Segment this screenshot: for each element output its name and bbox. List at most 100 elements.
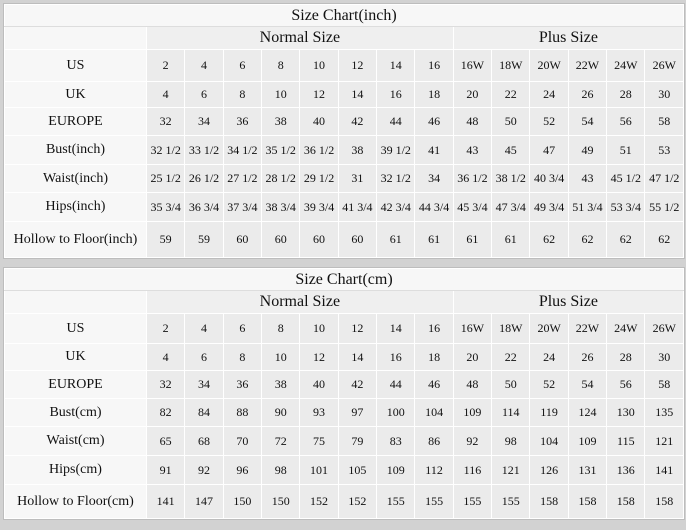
size-cell: 48 — [452, 107, 493, 136]
size-cell: 10 — [299, 313, 339, 344]
size-cell: 8 — [222, 343, 263, 371]
size-cell: 38 3/4 — [261, 192, 301, 222]
size-cell: 41 — [414, 135, 454, 165]
size-cell: 32 — [145, 107, 186, 136]
size-cell: 91 — [145, 455, 186, 485]
row-label: US — [4, 49, 147, 82]
size-cell: 28 — [606, 343, 646, 371]
size-cell: 47 — [529, 135, 569, 165]
size-cell: 61 — [376, 221, 416, 258]
size-cell: 10 — [261, 343, 301, 371]
row-label: US — [4, 313, 147, 344]
size-cell: 14 — [337, 343, 378, 371]
row-label: Waist(inch) — [4, 164, 147, 193]
size-cell: 42 — [337, 370, 378, 399]
size-cell: 59 — [184, 221, 224, 258]
size-cell: 29 1/2 — [299, 164, 339, 193]
size-chart-cm: Size Chart(cm) Normal Size Plus Size US 2 4 6 8… — [3, 267, 685, 520]
size-cell: 34 1/2 — [222, 135, 263, 165]
size-cell: 2 — [145, 49, 186, 82]
chart-title: Size Chart(cm) — [4, 268, 684, 291]
size-cell: 20W — [529, 313, 569, 344]
size-cell: 45 3/4 — [452, 192, 493, 222]
size-cell: 34 — [184, 370, 224, 399]
size-cell: 119 — [529, 398, 569, 427]
size-cell: 155 — [491, 484, 531, 519]
size-cell: 14 — [337, 81, 378, 108]
size-cell: 16W — [452, 313, 493, 344]
size-cell: 18 — [414, 343, 454, 371]
size-cell: 34 — [414, 164, 454, 193]
size-cell: 52 — [529, 370, 569, 399]
normal-size-header: Normal Size — [146, 26, 454, 50]
size-cell: 152 — [299, 484, 339, 519]
size-cell: 75 — [299, 426, 339, 456]
size-cell: 121 — [491, 455, 531, 485]
size-cell: 55 1/2 — [644, 192, 684, 222]
size-cell: 65 — [145, 426, 186, 456]
size-cell: 44 — [376, 370, 416, 399]
size-cell: 16 — [376, 343, 416, 371]
size-cell: 37 3/4 — [222, 192, 263, 222]
size-cell: 152 — [337, 484, 378, 519]
size-cell: 44 3/4 — [414, 192, 454, 222]
size-cell: 40 3/4 — [529, 164, 569, 193]
size-cell: 34 — [184, 107, 224, 136]
size-cell: 24W — [606, 313, 646, 344]
size-cell: 4 — [184, 49, 224, 82]
table-row: Bust(inch) 32 1/2 33 1/2 34 1/2 35 1/2 36 1/2… — [4, 135, 684, 165]
size-cell: 98 — [261, 455, 301, 485]
size-cell: 45 1/2 — [606, 164, 646, 193]
size-cell: 43 — [452, 135, 493, 165]
size-cell: 8 — [261, 313, 301, 344]
size-cell: 104 — [414, 398, 454, 427]
size-cell: 35 1/2 — [261, 135, 301, 165]
size-cell: 60 — [261, 221, 301, 258]
size-cell: 82 — [145, 398, 186, 427]
size-cell: 96 — [222, 455, 263, 485]
row-label: EUROPE — [4, 107, 147, 136]
size-cell: 158 — [529, 484, 569, 519]
table-row: Hollow to Floor(cm) 141 147 150 150 152 152 155… — [4, 484, 684, 519]
size-cell: 114 — [491, 398, 531, 427]
size-cell: 31 — [337, 164, 378, 193]
size-cell: 30 — [644, 81, 684, 108]
table-row: Hips(inch) 35 3/4 36 3/4 37 3/4 38 3/4 39 3/4… — [4, 192, 684, 222]
size-cell: 46 — [414, 107, 454, 136]
row-label: Waist(cm) — [4, 426, 147, 456]
row-label: Hips(cm) — [4, 455, 147, 485]
size-cell: 24W — [606, 49, 646, 82]
table-row: UK 4 6 8 10 12 14 16 18 20 22 24 26 28 30 — [4, 343, 684, 371]
table-row: Waist(inch) 25 1/2 26 1/2 27 1/2 28 1/2 29 1/… — [4, 164, 684, 193]
size-cell: 16 — [414, 313, 454, 344]
size-cell: 22 — [491, 81, 531, 108]
row-label: Bust(cm) — [4, 398, 147, 427]
size-cell: 14 — [376, 49, 416, 82]
size-cell: 41 3/4 — [337, 192, 378, 222]
plus-size-header: Plus Size — [452, 290, 685, 314]
size-cell: 28 — [606, 81, 646, 108]
size-cell: 62 — [606, 221, 646, 258]
size-cell: 38 1/2 — [491, 164, 531, 193]
size-cell: 147 — [184, 484, 224, 519]
table-row: Bust(cm) 82 84 88 90 93 97 100 104 109 114 119 124 13… — [4, 398, 684, 427]
size-chart-inch: Size Chart(inch) Normal Size Plus Size US 2 4… — [3, 3, 685, 259]
size-cell: 97 — [337, 398, 378, 427]
size-cell: 141 — [145, 484, 186, 519]
size-cell: 112 — [414, 455, 454, 485]
size-cell: 20 — [452, 81, 493, 108]
size-cell: 45 — [491, 135, 531, 165]
size-cell: 12 — [337, 313, 378, 344]
size-cell: 150 — [222, 484, 263, 519]
size-cell: 36 1/2 — [299, 135, 339, 165]
size-cell: 44 — [376, 107, 416, 136]
size-cell: 30 — [644, 343, 684, 371]
size-cell: 104 — [529, 426, 569, 456]
size-cell: 52 — [529, 107, 569, 136]
size-cell: 4 — [184, 313, 224, 344]
size-cell: 26 — [567, 81, 608, 108]
size-cell: 20W — [529, 49, 569, 82]
size-cell: 16W — [452, 49, 493, 82]
size-cell: 36 3/4 — [184, 192, 224, 222]
size-cell: 61 — [414, 221, 454, 258]
